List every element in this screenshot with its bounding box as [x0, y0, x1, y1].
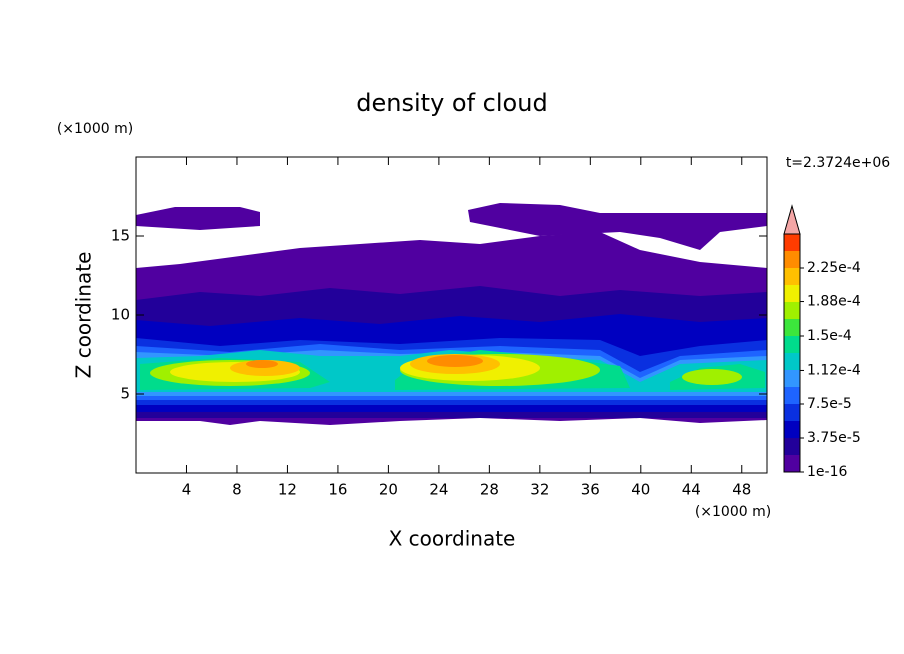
chart-title: density of cloud [356, 89, 547, 117]
colorbar-label: 3.75e-5 [807, 430, 861, 446]
colorbar-segment [784, 387, 800, 404]
contour-field [136, 203, 767, 425]
x-axis-label: X coordinate [389, 527, 516, 551]
colorbar-label: 2.25e-4 [807, 260, 861, 276]
colorbar-segment [784, 319, 800, 336]
time-label: t=2.3724e+06 [786, 155, 890, 171]
x-tick-label: 16 [328, 481, 347, 499]
colorbar-label: 1e-16 [807, 464, 847, 480]
x-tick-label: 48 [732, 481, 751, 499]
colorbar-segment [784, 285, 800, 302]
x-tick-label: 24 [429, 481, 448, 499]
colorbar-segment [784, 353, 800, 370]
colorbar-label: 1.88e-4 [807, 294, 861, 310]
colorbar-frame [783, 233, 801, 473]
x-tick-label: 4 [182, 481, 192, 499]
y-unit: (×1000 m) [57, 121, 133, 137]
axes [136, 157, 767, 473]
x-tick-label: 12 [278, 481, 297, 499]
x-tick-label: 28 [480, 481, 499, 499]
colorbar-segment [784, 455, 800, 472]
colorbar-label: 1.5e-4 [807, 328, 852, 344]
colorbar-segment [784, 251, 800, 268]
colorbar-segment [784, 421, 800, 438]
y-tick-label: 15 [111, 227, 130, 245]
colorbar-segment [784, 336, 800, 353]
x-tick-label: 32 [530, 481, 549, 499]
contour-region [682, 369, 742, 385]
x-tick-label: 8 [232, 481, 242, 499]
colorbar-label: 7.5e-5 [807, 396, 852, 412]
y-axis-label: Z coordinate [72, 252, 96, 379]
colorbar-segment [784, 404, 800, 421]
contour-region [246, 360, 278, 368]
contour-region [136, 207, 260, 230]
contour-region [468, 203, 767, 250]
x-tick-label: 20 [379, 481, 398, 499]
colorbar-extension [783, 204, 801, 235]
x-tick-label: 40 [631, 481, 650, 499]
colorbar-label: 1.12e-4 [807, 362, 861, 378]
x-tick-label: 44 [682, 481, 701, 499]
colorbar-segment [784, 438, 800, 455]
colorbar-segment [784, 302, 800, 319]
colorbar-segment [784, 268, 800, 285]
y-tick-label: 10 [111, 306, 130, 324]
y-tick-label: 5 [120, 385, 130, 403]
colorbar-segment [784, 234, 800, 251]
contour-region [427, 355, 483, 367]
x-unit: (×1000 m) [695, 504, 771, 520]
colorbar-segment [784, 370, 800, 387]
x-tick-label: 36 [581, 481, 600, 499]
